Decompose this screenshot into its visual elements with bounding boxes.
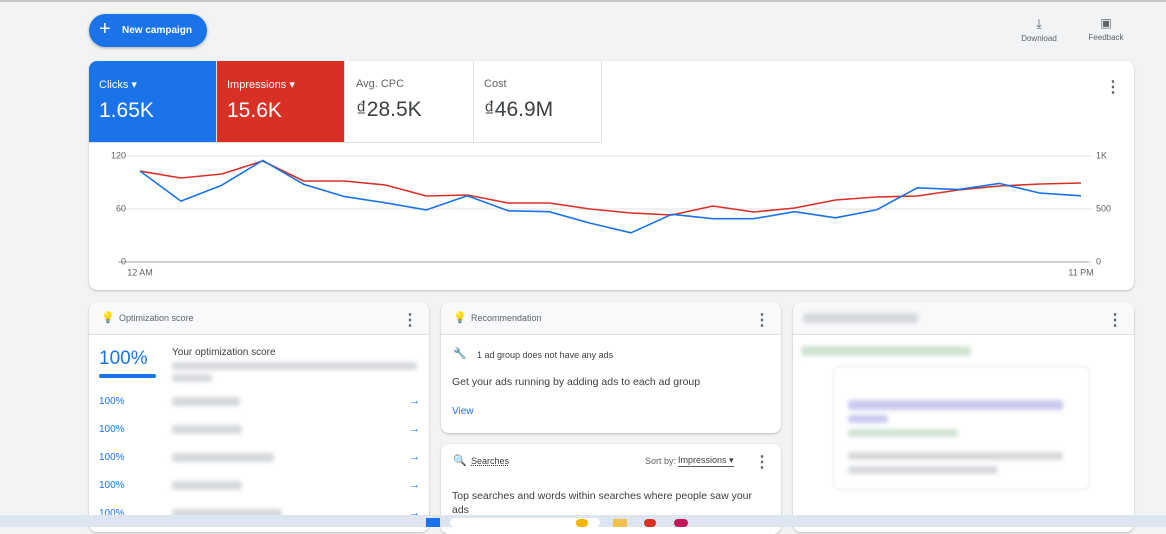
blurred-text bbox=[172, 481, 242, 490]
blurred-card: ⋮ bbox=[793, 302, 1134, 532]
row-score: 100% bbox=[99, 480, 125, 491]
more-menu[interactable]: ⋮ bbox=[1107, 312, 1123, 329]
scorecard-label: Cost bbox=[484, 78, 507, 90]
blurred-text bbox=[848, 400, 1063, 410]
blurred-text bbox=[801, 346, 971, 356]
blurred-text bbox=[172, 374, 212, 382]
blurred-text bbox=[172, 509, 282, 518]
y2-tick-label: 500 bbox=[1096, 203, 1111, 213]
card-title: Optimization score bbox=[119, 313, 194, 323]
optimization-card: 💡 Optimization score ⋮ 100% Your optimiz… bbox=[89, 302, 429, 532]
row-score: 100% bbox=[99, 424, 125, 435]
scorecard-label: Impressions ▾ bbox=[227, 79, 295, 91]
sort-dropdown[interactable]: Impressions ▾ bbox=[678, 455, 734, 467]
alert: 1 ad group does not have any ads bbox=[477, 350, 614, 360]
y-tick-label: 0 bbox=[121, 256, 126, 266]
blurred-text bbox=[172, 453, 274, 462]
y-tick-label: 120 bbox=[111, 150, 126, 160]
plus-icon: + bbox=[99, 18, 111, 40]
scorecard-value: 1.65K bbox=[99, 99, 154, 122]
download-button[interactable]: ⤓ Download bbox=[1016, 16, 1062, 43]
app-icon[interactable] bbox=[576, 519, 588, 527]
y2-tick-label: 0 bbox=[1096, 256, 1101, 266]
app-icon[interactable] bbox=[613, 519, 627, 527]
feedback-label: Feedback bbox=[1088, 33, 1124, 42]
scorecard-label: Avg. CPC bbox=[356, 78, 405, 90]
scorecard-value: ₫46.9M bbox=[484, 98, 554, 121]
start-icon[interactable] bbox=[426, 518, 440, 527]
button-label: New campaign bbox=[122, 25, 193, 36]
scorecard[interactable]: Impressions ▾ 15.6K bbox=[217, 61, 345, 142]
row-arrow[interactable]: → bbox=[409, 479, 420, 491]
series-line bbox=[139, 160, 1082, 216]
more-menu[interactable]: ⋮ bbox=[754, 312, 770, 329]
more-menu[interactable]: ⋮ bbox=[402, 312, 418, 329]
x-tick-label: 12 AM bbox=[127, 267, 153, 277]
top-border bbox=[0, 0, 1166, 2]
search-box[interactable] bbox=[450, 518, 600, 527]
blurred-text bbox=[172, 397, 240, 406]
wrench-icon: 🔧 bbox=[453, 348, 467, 360]
row-arrow[interactable]: → bbox=[409, 451, 420, 463]
recommendation-card: 💡 Recommendation ⋮ 🔧 1 ad group does not… bbox=[441, 302, 781, 433]
scorecard[interactable]: Avg. CPC ₫28.5K bbox=[346, 61, 474, 142]
series-name: Clicks bbox=[99, 79, 129, 91]
searches-text: Top searches and words within searches w… bbox=[452, 490, 752, 516]
scorecard-value: 15.6K bbox=[227, 99, 282, 122]
scorecard[interactable]: Cost ₫46.9M bbox=[474, 61, 602, 142]
bulb-icon: 💡 bbox=[453, 312, 467, 324]
recommendation-text: Get your ads running by adding ads to ea… bbox=[452, 376, 701, 388]
new-campaign-button[interactable]: + New campaign bbox=[89, 14, 207, 47]
feedback-button[interactable]: ▣ Feedback bbox=[1082, 16, 1130, 42]
blurred-text bbox=[172, 425, 242, 434]
more-menu[interactable]: ⋮ bbox=[754, 454, 770, 471]
feedback-icon: ▣ bbox=[1100, 16, 1112, 30]
chart: 0 60 120 0 500 1K 12 AM 11 PM bbox=[111, 150, 1111, 277]
blurred-text bbox=[848, 415, 888, 423]
row-score: 100% bbox=[99, 452, 125, 463]
row-score: 100% bbox=[99, 396, 125, 407]
row-score: 100% bbox=[99, 508, 125, 519]
blurred-text bbox=[803, 313, 918, 323]
sort-label: Sort by: bbox=[645, 456, 677, 466]
blurred-text bbox=[848, 452, 1063, 460]
row-arrow[interactable]: → bbox=[409, 395, 420, 407]
score-bar bbox=[99, 374, 156, 378]
scorecard[interactable]: Clicks ▾ 1.65K bbox=[89, 61, 217, 142]
series-line bbox=[139, 159, 1082, 234]
app-icon[interactable] bbox=[644, 519, 656, 527]
performance-card: Clicks ▾ 1.65K Impressions ▾ 15.6K Avg. … bbox=[89, 61, 1134, 290]
x-tick-label: 11 PM bbox=[1068, 267, 1093, 277]
view-link[interactable]: View bbox=[452, 406, 474, 417]
divider bbox=[89, 142, 602, 143]
download-icon: ⤓ bbox=[1036, 16, 1042, 31]
search-icon: 🔍 bbox=[453, 455, 467, 467]
scorecard-value: ₫28.5K bbox=[356, 98, 422, 121]
card-title[interactable]: Searches bbox=[471, 456, 510, 466]
blurred-text bbox=[172, 362, 417, 370]
score: 100% bbox=[99, 348, 148, 369]
score-heading: Your optimization score bbox=[172, 347, 276, 358]
download-label: Download bbox=[1021, 34, 1057, 43]
more-menu[interactable]: ⋮ bbox=[1105, 79, 1121, 96]
y2-tick-label: 1K bbox=[1096, 150, 1107, 160]
series-name: Impressions bbox=[227, 79, 287, 91]
card-header bbox=[89, 302, 429, 335]
scorecard-label: Clicks ▾ bbox=[99, 79, 137, 91]
y-tick-label: 60 bbox=[116, 203, 126, 213]
bulb-icon: 💡 bbox=[101, 312, 115, 324]
taskbar bbox=[0, 515, 1166, 527]
card-title: Recommendation bbox=[471, 313, 542, 323]
sort-value: Impressions bbox=[678, 455, 727, 465]
blurred-text bbox=[848, 429, 958, 437]
row-arrow[interactable]: → bbox=[409, 423, 420, 435]
row-arrow[interactable]: → bbox=[409, 507, 420, 519]
card-header bbox=[441, 302, 781, 335]
app-icon[interactable] bbox=[674, 519, 688, 527]
blurred-text bbox=[848, 466, 998, 474]
blurred-preview bbox=[833, 366, 1090, 490]
